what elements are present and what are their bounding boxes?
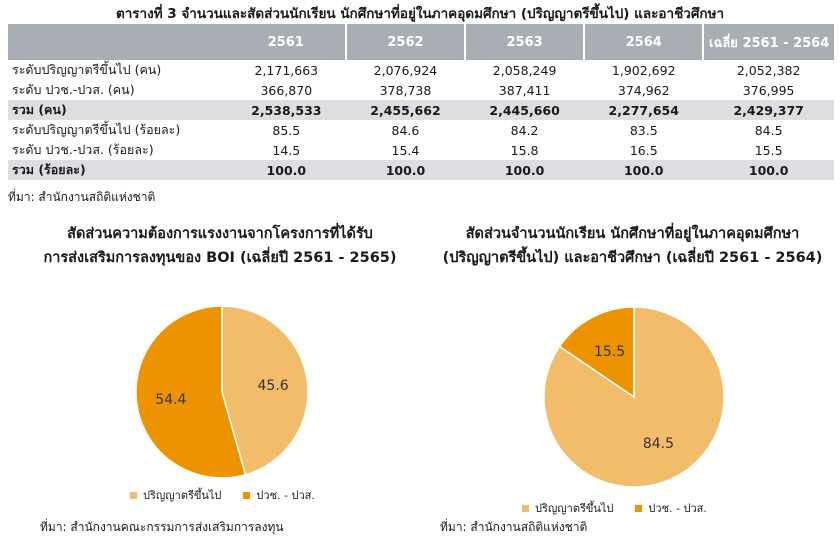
table-cell: 100.0 [703,160,834,180]
table-body: ระดับปริญญาตรีขึ้นไป (คน) 2,171,663 2,076,… [8,60,834,180]
table-cell: 14.5 [272,142,301,158]
table-cell: 15.5 [754,142,783,158]
table-row: ระดับปริญญาตรีขึ้นไป (คน) 2,171,663 2,076,… [8,60,834,80]
legend-swatch [130,491,137,499]
table-cell: 85.5 [272,122,301,138]
chart-title-line: การส่งเสริมการลงทุนของ BOI (เฉลี่ยปี 256… [43,250,397,266]
header-cell: 2564 [583,24,704,60]
legend-swatch [243,491,251,499]
legend-item: ปวช. - ปวส. [243,486,315,504]
data-table: 2561 2562 2563 2564 เฉลี่ย 2561 - 2564 ร… [8,24,834,180]
header-cell [8,24,227,60]
table-row: ระดับ ปวช.-ปวส. (คน) 366,870 378,738 387,41… [8,80,834,100]
header-cell: 2563 [464,24,585,60]
table-row: ระดับ ปวช.-ปวส. (ร้อยละ) 14.5 15.4 15.8 16.5… [8,140,834,160]
pie-slice [558,306,635,399]
table-cell: 83.5 [629,122,658,138]
table-cell: 100.0 [345,160,466,180]
header-cell: 2562 [344,24,466,60]
table-cell: 84.2 [510,122,539,138]
table-cell: 100.0 [584,160,704,180]
pie-slice [543,306,725,488]
legend-label: ปริญญาตรีขึ้นไป [535,502,614,515]
legend-item: ปวช. - ปวส. [635,499,707,517]
slice-data-label: 84.5 [643,436,674,452]
table-cell: 15.4 [391,142,420,158]
chart-source-boi: ที่มา: สำนักงานคณะกรรมการส่งเสริมการลงทุ… [40,520,284,534]
chart-title-students: สัดส่วนจำนวนนักเรียน นักศึกษาที่อยู่ในภา… [425,222,840,270]
table-cell: 376,995 [742,82,795,98]
table-header-row: 2561 2562 2563 2564 เฉลี่ย 2561 - 2564 [8,24,834,60]
table-cell: 378,738 [379,82,432,98]
table-cell: 84.6 [391,122,420,138]
table-title: ตารางที่ 3 จำนวนและสัดส่วนนักเรียน นักศึ… [115,6,725,22]
legend-students: ปริญญาตรีขึ้นไป ปวช. - ปวส. [522,499,729,517]
table-cell: 2,445,660 [465,100,585,120]
header-cell: 2561 [226,24,346,60]
legend-item: ปริญญาตรีขึ้นไป [522,499,613,517]
table-cell: 1,902,692 [611,62,676,78]
slice-data-label: 15.5 [594,344,625,360]
row-label: รวม (คน) [8,100,227,120]
row-label: ระดับ ปวช.-ปวส. (คน) [12,82,135,97]
table-cell: 374,962 [617,82,670,98]
legend-label: ปวช. - ปวส. [256,489,315,502]
header-cell: เฉลี่ย 2561 - 2564 [702,24,834,60]
table-cell: 2,076,924 [373,62,438,78]
row-label: ระดับปริญญาตรีขึ้นไป (ร้อยละ) [12,122,181,137]
table-total-row: รวม (ร้อยละ) 100.0 100.0 100.0 100.0 100.0 [8,160,834,180]
legend-swatch [635,504,643,512]
table-cell: 84.5 [754,122,783,138]
table-cell: 2,277,654 [584,100,704,120]
row-label: รวม (ร้อยละ) [8,160,227,180]
table-cell: 100.0 [465,160,585,180]
legend-swatch [522,504,529,512]
legend-boi: ปริญญาตรีขึ้นไป ปวช. - ปวส. [130,486,337,504]
table-cell: 387,411 [498,82,551,98]
table-cell: 2,538,533 [226,100,346,120]
table-cell: 2,052,382 [736,62,801,78]
legend-label: ปวช. - ปวส. [648,502,707,515]
pie-slice [135,305,247,479]
table-cell: 2,058,249 [492,62,557,78]
table-source: ที่มา: สำนักงานสถิติแห่งชาติ [8,190,156,204]
table-cell: 16.5 [629,142,658,158]
legend-label: ปริญญาตรีขึ้นไป [143,489,222,502]
chart-title-boi: สัดส่วนความต้องการแรงงานจากโครงการที่ได้… [20,222,420,270]
pie-slice [221,305,309,476]
chart-title-line: สัดส่วนจำนวนนักเรียน นักศึกษาที่อยู่ในภา… [465,226,800,242]
chart-title-line: (ปริญญาตรีขึ้นไป) และอาชีวศึกษา (เฉลี่ยป… [442,250,823,266]
table-cell: 15.8 [510,142,539,158]
table-total-row: รวม (คน) 2,538,533 2,455,662 2,445,660 2,277… [8,100,834,120]
row-label: ระดับ ปวช.-ปวส. (ร้อยละ) [12,142,154,157]
table-cell: 2,429,377 [703,100,834,120]
table-cell: 2,455,662 [345,100,466,120]
table-cell: 2,171,663 [254,62,319,78]
table-cell: 366,870 [260,82,313,98]
table-row: ระดับปริญญาตรีขึ้นไป (ร้อยละ) 85.5 84.6 84.… [8,120,834,140]
chart-source-students: ที่มา: สำนักงานสถิติแห่งชาติ [440,520,588,534]
slice-data-label: 45.6 [258,378,289,394]
chart-title-line: สัดส่วนความต้องการแรงงานจากโครงการที่ได้… [67,226,373,242]
table-cell: 100.0 [226,160,346,180]
slice-data-label: 54.4 [155,392,186,408]
row-label: ระดับปริญญาตรีขึ้นไป (คน) [12,62,162,77]
legend-item: ปริญญาตรีขึ้นไป [130,486,221,504]
